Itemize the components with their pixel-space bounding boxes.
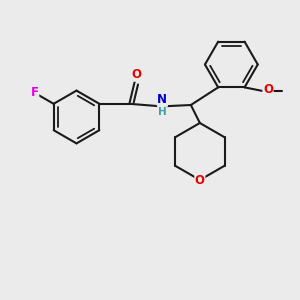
Text: O: O [195,173,205,187]
Text: H: H [158,106,167,117]
Text: F: F [31,86,39,99]
Text: O: O [263,83,273,96]
Text: N: N [158,93,167,106]
Text: O: O [131,68,141,81]
